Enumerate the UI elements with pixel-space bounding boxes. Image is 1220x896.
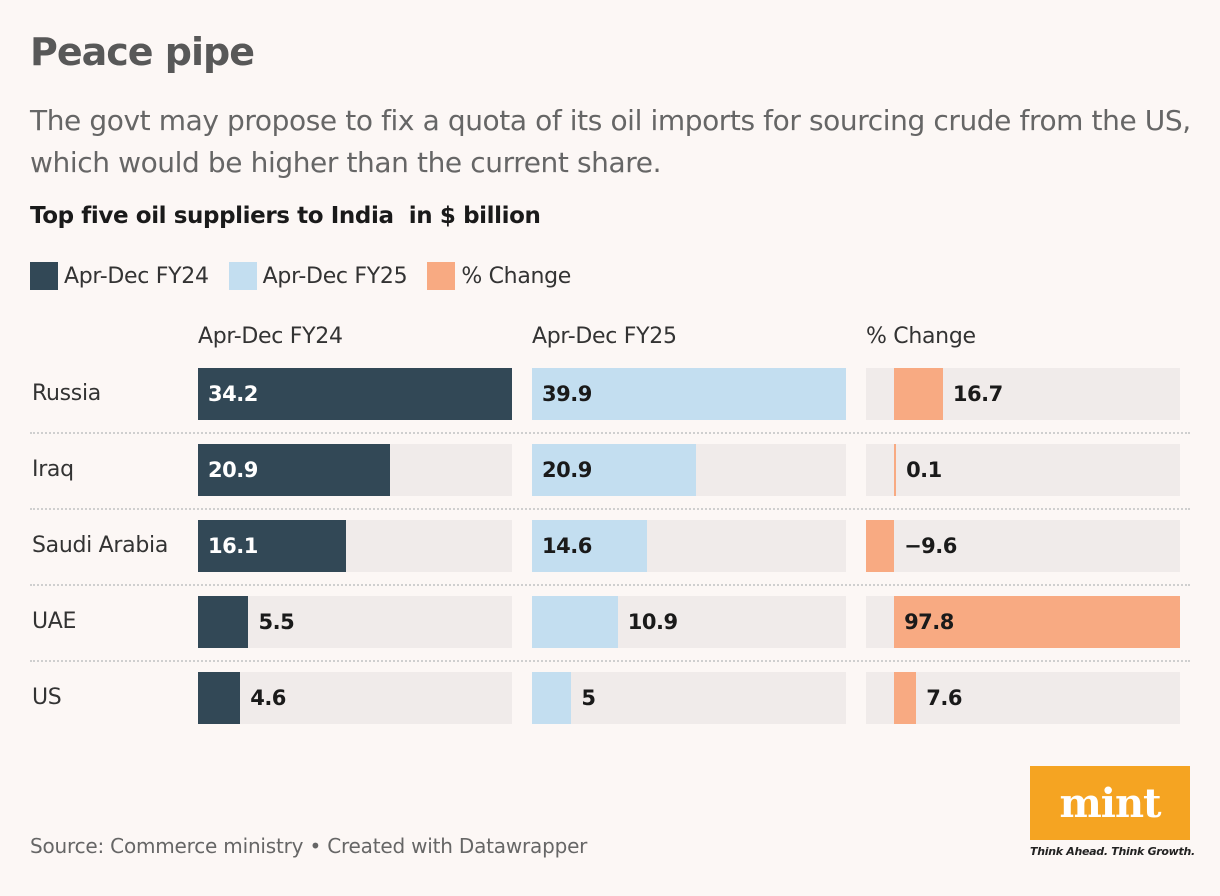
bar-track-change: 7.6 <box>866 672 1180 724</box>
value-label-fy24: 5.5 <box>258 610 295 634</box>
value-label-change: 16.7 <box>952 382 1003 406</box>
legend-item-fy25: Apr-Dec FY25 <box>228 262 408 290</box>
legend-item-fy24: Apr-Dec FY24 <box>30 262 209 290</box>
value-label-fy25: 10.9 <box>627 610 678 634</box>
bar-fy25 <box>532 520 647 572</box>
value-label-fy25: 5 <box>581 686 596 710</box>
row-label-russia: Russia <box>32 381 101 406</box>
bar-track-change: 97.8 <box>866 596 1180 648</box>
bar-track-fy25: 39.9 <box>532 368 846 420</box>
row-divider <box>30 432 1190 434</box>
value-label-fy24: 4.6 <box>250 686 286 710</box>
column-header-fy24: Apr-Dec FY24 <box>198 324 343 349</box>
bar-track-fy24: 34.2 <box>198 368 512 420</box>
bar-track-change: 0.1 <box>866 444 1180 496</box>
row-label-iraq: Iraq <box>32 457 74 482</box>
bar-change <box>894 672 917 724</box>
bar-fy24 <box>198 520 346 572</box>
logo-tagline: Think Ahead. Think Growth. <box>1030 845 1195 858</box>
bar-track-fy24: 5.5 <box>198 596 512 648</box>
value-label-fy24: 16.1 <box>208 534 258 558</box>
legend-label-fy25: Apr-Dec FY25 <box>262 263 408 289</box>
bar-fy24 <box>198 368 512 420</box>
column-header-fy25: Apr-Dec FY25 <box>532 324 677 349</box>
row-divider <box>30 584 1190 586</box>
bar-track-change: −9.6 <box>866 520 1180 572</box>
row-divider <box>30 660 1190 662</box>
legend: Apr-Dec FY24 Apr-Dec FY25 % Change <box>30 262 591 290</box>
bar-change <box>894 368 943 420</box>
legend-swatch-fy24 <box>30 262 58 290</box>
logo-text: mint <box>1059 779 1161 827</box>
row-label-saudi-arabia: Saudi Arabia <box>32 533 168 558</box>
column-header-change: % Change <box>866 324 976 349</box>
bar-fy24 <box>198 596 249 648</box>
bar-fy25 <box>532 672 572 724</box>
mint-logo: mint <box>1030 766 1190 840</box>
value-label-fy25: 39.9 <box>542 382 592 406</box>
bar-change <box>894 596 1180 648</box>
row-divider <box>30 508 1190 510</box>
row-label-uae: UAE <box>32 609 77 634</box>
value-label-fy25: 14.6 <box>542 534 592 558</box>
legend-item-change: % Change <box>427 262 571 290</box>
bar-track-change: 16.7 <box>866 368 1180 420</box>
bar-change <box>894 444 897 496</box>
value-label-fy24: 34.2 <box>208 382 258 406</box>
bar-fy24 <box>198 672 241 724</box>
value-label-change: 7.6 <box>926 686 962 710</box>
legend-swatch-change <box>427 262 456 290</box>
bar-track-fy24: 4.6 <box>198 672 512 724</box>
bar-track-fy25: 20.9 <box>532 444 846 496</box>
bar-fy24 <box>198 444 390 496</box>
value-label-change: −9.6 <box>904 534 957 558</box>
bar-fy25 <box>532 444 697 496</box>
subhead: The govt may propose to fix a quota of i… <box>30 104 1191 179</box>
headline: Peace pipe <box>30 30 255 74</box>
bar-change <box>866 520 895 572</box>
value-label-fy25: 20.9 <box>542 458 592 482</box>
legend-swatch-fy25 <box>228 262 257 290</box>
bar-fy25 <box>532 368 846 420</box>
value-label-fy24: 20.9 <box>208 458 258 482</box>
bar-track-fy25: 5 <box>532 672 846 724</box>
chart-title: Top five oil suppliers to India in $ bil… <box>30 203 541 229</box>
source-note: Source: Commerce ministry • Created with… <box>30 834 588 858</box>
bar-track-fy25: 10.9 <box>532 596 846 648</box>
legend-label-change: % Change <box>461 263 572 289</box>
bar-track-fy24: 16.1 <box>198 520 512 572</box>
value-label-change: 97.8 <box>904 610 954 634</box>
row-label-us: US <box>32 685 62 710</box>
legend-label-fy24: Apr-Dec FY24 <box>64 263 209 289</box>
bar-track-fy24: 20.9 <box>198 444 512 496</box>
bar-track-fy25: 14.6 <box>532 520 846 572</box>
bar-fy25 <box>532 596 618 648</box>
value-label-change: 0.1 <box>906 458 942 482</box>
